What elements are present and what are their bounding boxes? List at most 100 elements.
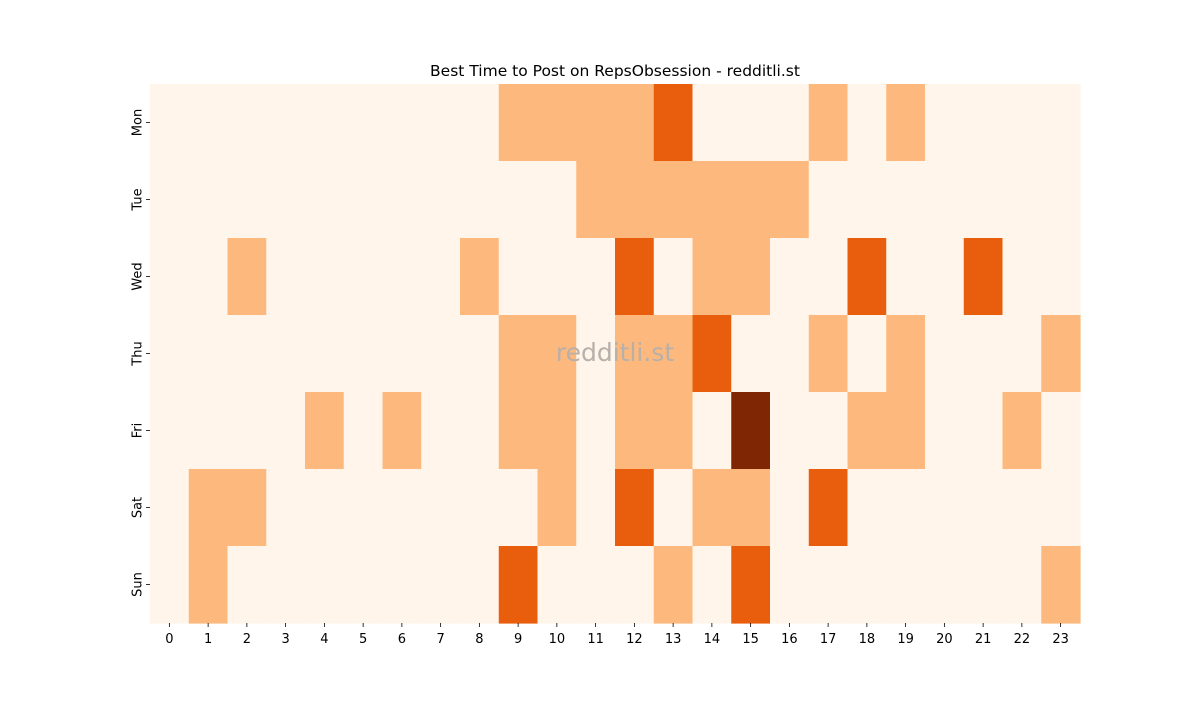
- heatmap-cell-tue-23: [1041, 161, 1081, 239]
- heatmap-cell-tue-13: [653, 161, 694, 239]
- heatmap-cell-tue-11: [576, 161, 616, 239]
- heatmap-cell-fri-23: [1041, 392, 1081, 470]
- heatmap-cell-sat-3: [266, 469, 306, 547]
- heatmap-cell-tue-12: [615, 161, 655, 239]
- chart-title: Best Time to Post on RepsObsession - red…: [430, 62, 800, 80]
- heatmap-cell-fri-17: [808, 392, 849, 470]
- heatmap-cell-thu-6: [382, 315, 422, 393]
- heatmap-cell-mon-13: [653, 84, 694, 162]
- heatmap-cell-sun-11: [576, 546, 616, 624]
- heatmap-cell-fri-19: [886, 392, 926, 470]
- heatmap-cell-mon-5: [343, 84, 384, 162]
- heatmap-cell-thu-18: [847, 315, 887, 393]
- heatmap-cell-sun-0: [150, 546, 190, 624]
- heatmap-cell-thu-22: [1002, 315, 1042, 393]
- heatmap-cell-tue-0: [150, 161, 190, 239]
- heatmap-cell-mon-0: [150, 84, 190, 162]
- heatmap-cell-sat-16: [770, 469, 810, 547]
- heatmap-cell-fri-21: [963, 392, 1004, 470]
- heatmap-cell-tue-10: [537, 161, 577, 239]
- heatmap-cell-tue-3: [266, 161, 306, 239]
- heatmap-cell-thu-20: [925, 315, 965, 393]
- heatmap-cell-thu-8: [460, 315, 500, 393]
- heatmap-cell-wed-21: [963, 238, 1004, 316]
- heatmap-cell-wed-6: [382, 238, 422, 316]
- x-tick-label: 6: [398, 632, 406, 647]
- heatmap-cell-wed-17: [808, 238, 849, 316]
- x-tick-label: 21: [975, 632, 992, 647]
- heatmap-cell-wed-16: [770, 238, 810, 316]
- heatmap-cell-mon-15: [731, 84, 771, 162]
- heatmap-cell-mon-7: [421, 84, 461, 162]
- heatmap-cell-sat-0: [150, 469, 190, 547]
- heatmap-cell-fri-8: [460, 392, 500, 470]
- heatmap-cell-wed-3: [266, 238, 306, 316]
- heatmap-cell-tue-4: [305, 161, 345, 239]
- y-tick-label: Sun: [131, 572, 146, 597]
- heatmap-cell-sat-11: [576, 469, 616, 547]
- heatmap-cell-sun-19: [886, 546, 926, 624]
- heatmap-cell-thu-16: [770, 315, 810, 393]
- y-tick-label: Sat: [131, 497, 146, 518]
- heatmap-cell-mon-21: [963, 84, 1004, 162]
- y-tick-label: Thu: [131, 341, 146, 366]
- heatmap-cell-thu-4: [305, 315, 345, 393]
- heatmap-cell-thu-21: [963, 315, 1004, 393]
- x-tick-label: 20: [936, 632, 953, 647]
- heatmap-cell-fri-20: [925, 392, 965, 470]
- heatmap-cell-wed-14: [692, 238, 732, 316]
- heatmap-cell-tue-16: [770, 161, 810, 239]
- heatmap-cell-sat-8: [460, 469, 500, 547]
- heatmap-cell-sat-7: [421, 469, 461, 547]
- heatmap-cell-sat-13: [653, 469, 694, 547]
- heatmap-cell-thu-9: [498, 315, 539, 393]
- heatmap-cell-mon-23: [1041, 84, 1081, 162]
- heatmap-cell-wed-22: [1002, 238, 1042, 316]
- heatmap-cell-mon-12: [615, 84, 655, 162]
- y-tick-label: Fri: [131, 423, 146, 439]
- heatmap-cell-sun-16: [770, 546, 810, 624]
- heatmap-cell-thu-10: [537, 315, 577, 393]
- heatmap-cell-tue-6: [382, 161, 422, 239]
- heatmap-cell-wed-0: [150, 238, 190, 316]
- heatmap-cell-mon-17: [808, 84, 849, 162]
- heatmap-cell-sun-17: [808, 546, 849, 624]
- y-tick-label: Tue: [131, 188, 146, 211]
- heatmap-cell-tue-21: [963, 161, 1004, 239]
- heatmap-cell-sun-6: [382, 546, 422, 624]
- heatmap-cell-sun-9: [498, 546, 539, 624]
- heatmap-cell-sun-12: [615, 546, 655, 624]
- heatmap-cell-fri-15: [731, 392, 771, 470]
- heatmap-cell-fri-11: [576, 392, 616, 470]
- heatmap-cell-sun-8: [460, 546, 500, 624]
- heatmap-cell-sun-21: [963, 546, 1004, 624]
- heatmap-cell-fri-3: [266, 392, 306, 470]
- heatmap-cell-wed-15: [731, 238, 771, 316]
- heatmap-cell-mon-19: [886, 84, 926, 162]
- heatmap-cell-wed-13: [653, 238, 694, 316]
- x-tick-label: 22: [1014, 632, 1031, 647]
- heatmap-cell-thu-19: [886, 315, 926, 393]
- heatmap-cell-fri-12: [615, 392, 655, 470]
- heatmap-cell-sat-22: [1002, 469, 1042, 547]
- heatmap-cell-thu-15: [731, 315, 771, 393]
- heatmap-cell-sat-12: [615, 469, 655, 547]
- heatmap-cell-thu-2: [227, 315, 267, 393]
- heatmap-cell-tue-14: [692, 161, 732, 239]
- heatmap-cell-sat-21: [963, 469, 1004, 547]
- heatmap-cell-fri-18: [847, 392, 887, 470]
- heatmap-cell-mon-10: [537, 84, 577, 162]
- heatmap-cell-sun-4: [305, 546, 345, 624]
- heatmap-cell-mon-3: [266, 84, 306, 162]
- x-tick-label: 11: [587, 632, 604, 647]
- heatmap-cell-wed-18: [847, 238, 887, 316]
- heatmap-cell-fri-0: [150, 392, 190, 470]
- heatmap-cell-mon-16: [770, 84, 810, 162]
- heatmap-cell-mon-14: [692, 84, 732, 162]
- heatmap-cell-tue-5: [343, 161, 384, 239]
- heatmap-cell-sun-23: [1041, 546, 1081, 624]
- x-tick-label: 10: [549, 632, 566, 647]
- x-tick-label: 9: [514, 632, 522, 647]
- heatmap-cell-thu-13: [653, 315, 694, 393]
- heatmap-cell-sun-20: [925, 546, 965, 624]
